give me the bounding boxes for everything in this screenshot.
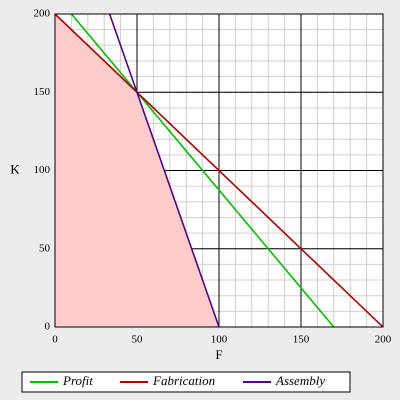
series-line xyxy=(108,13,220,328)
series-line xyxy=(70,13,335,328)
y-tick-label: 200 xyxy=(34,8,51,20)
x-tick-label: 150 xyxy=(293,334,310,346)
y-tick-label: 0 xyxy=(45,321,51,333)
x-tick-label: 50 xyxy=(132,334,144,346)
x-tick-label: 100 xyxy=(211,334,228,346)
legend-label: Fabrication xyxy=(152,373,215,388)
legend-label: Assembly xyxy=(275,373,325,388)
x-tick-label: 200 xyxy=(375,334,392,346)
legend: Profit Fabrication Assembly xyxy=(21,371,351,393)
series-line xyxy=(54,13,384,328)
y-tick-label: 100 xyxy=(34,164,51,176)
plot-frame xyxy=(54,13,384,328)
legend-label: Profit xyxy=(62,373,93,388)
legend-box xyxy=(21,371,351,393)
x-axis-label: F xyxy=(215,347,222,362)
y-tick-label: 150 xyxy=(34,86,51,98)
y-tick-label: 50 xyxy=(39,242,51,254)
feasible-region xyxy=(55,14,219,327)
x-tick-label: 0 xyxy=(52,334,58,346)
y-axis-label: K xyxy=(10,161,20,176)
